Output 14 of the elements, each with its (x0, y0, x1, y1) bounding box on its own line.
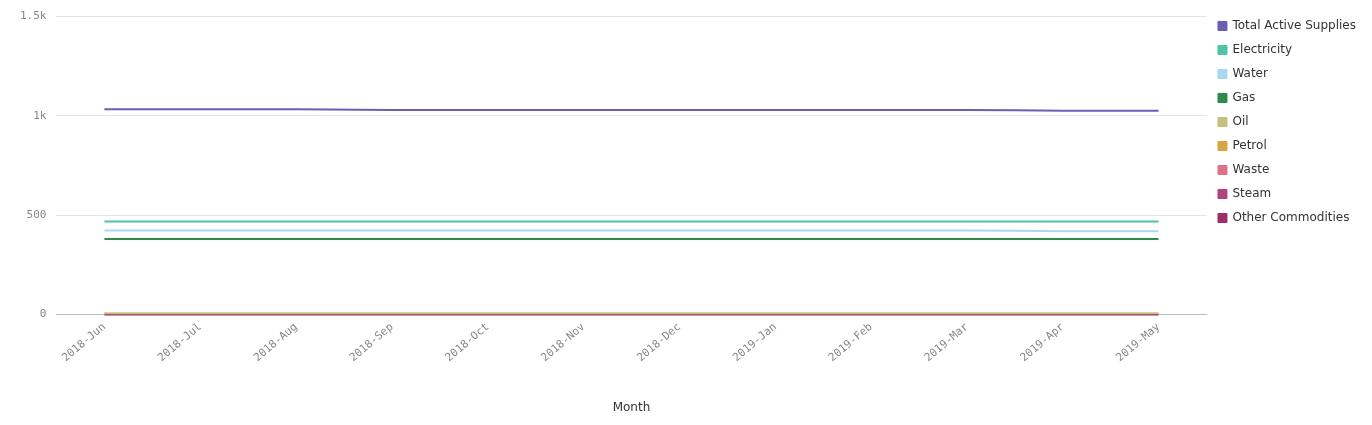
legend-label: Steam (1232, 186, 1272, 201)
y-tick-label: 0 (39, 307, 47, 321)
legend-label: Other Commodities (1232, 210, 1350, 225)
legend-label: Water (1232, 66, 1269, 81)
legend-label: Total Active Supplies (1231, 18, 1357, 33)
y-tick-label: 1.5k (19, 9, 47, 23)
legend-label: Petrol (1232, 138, 1267, 153)
legend-label: Electricity (1232, 42, 1293, 57)
legend-label: Oil (1232, 114, 1249, 129)
legend-label: Waste (1232, 162, 1270, 177)
y-tick-label: 500 (26, 208, 47, 222)
y-tick-label: 1k (33, 108, 47, 122)
legend-label: Gas (1232, 90, 1256, 105)
x-axis-title: Month (612, 399, 651, 414)
